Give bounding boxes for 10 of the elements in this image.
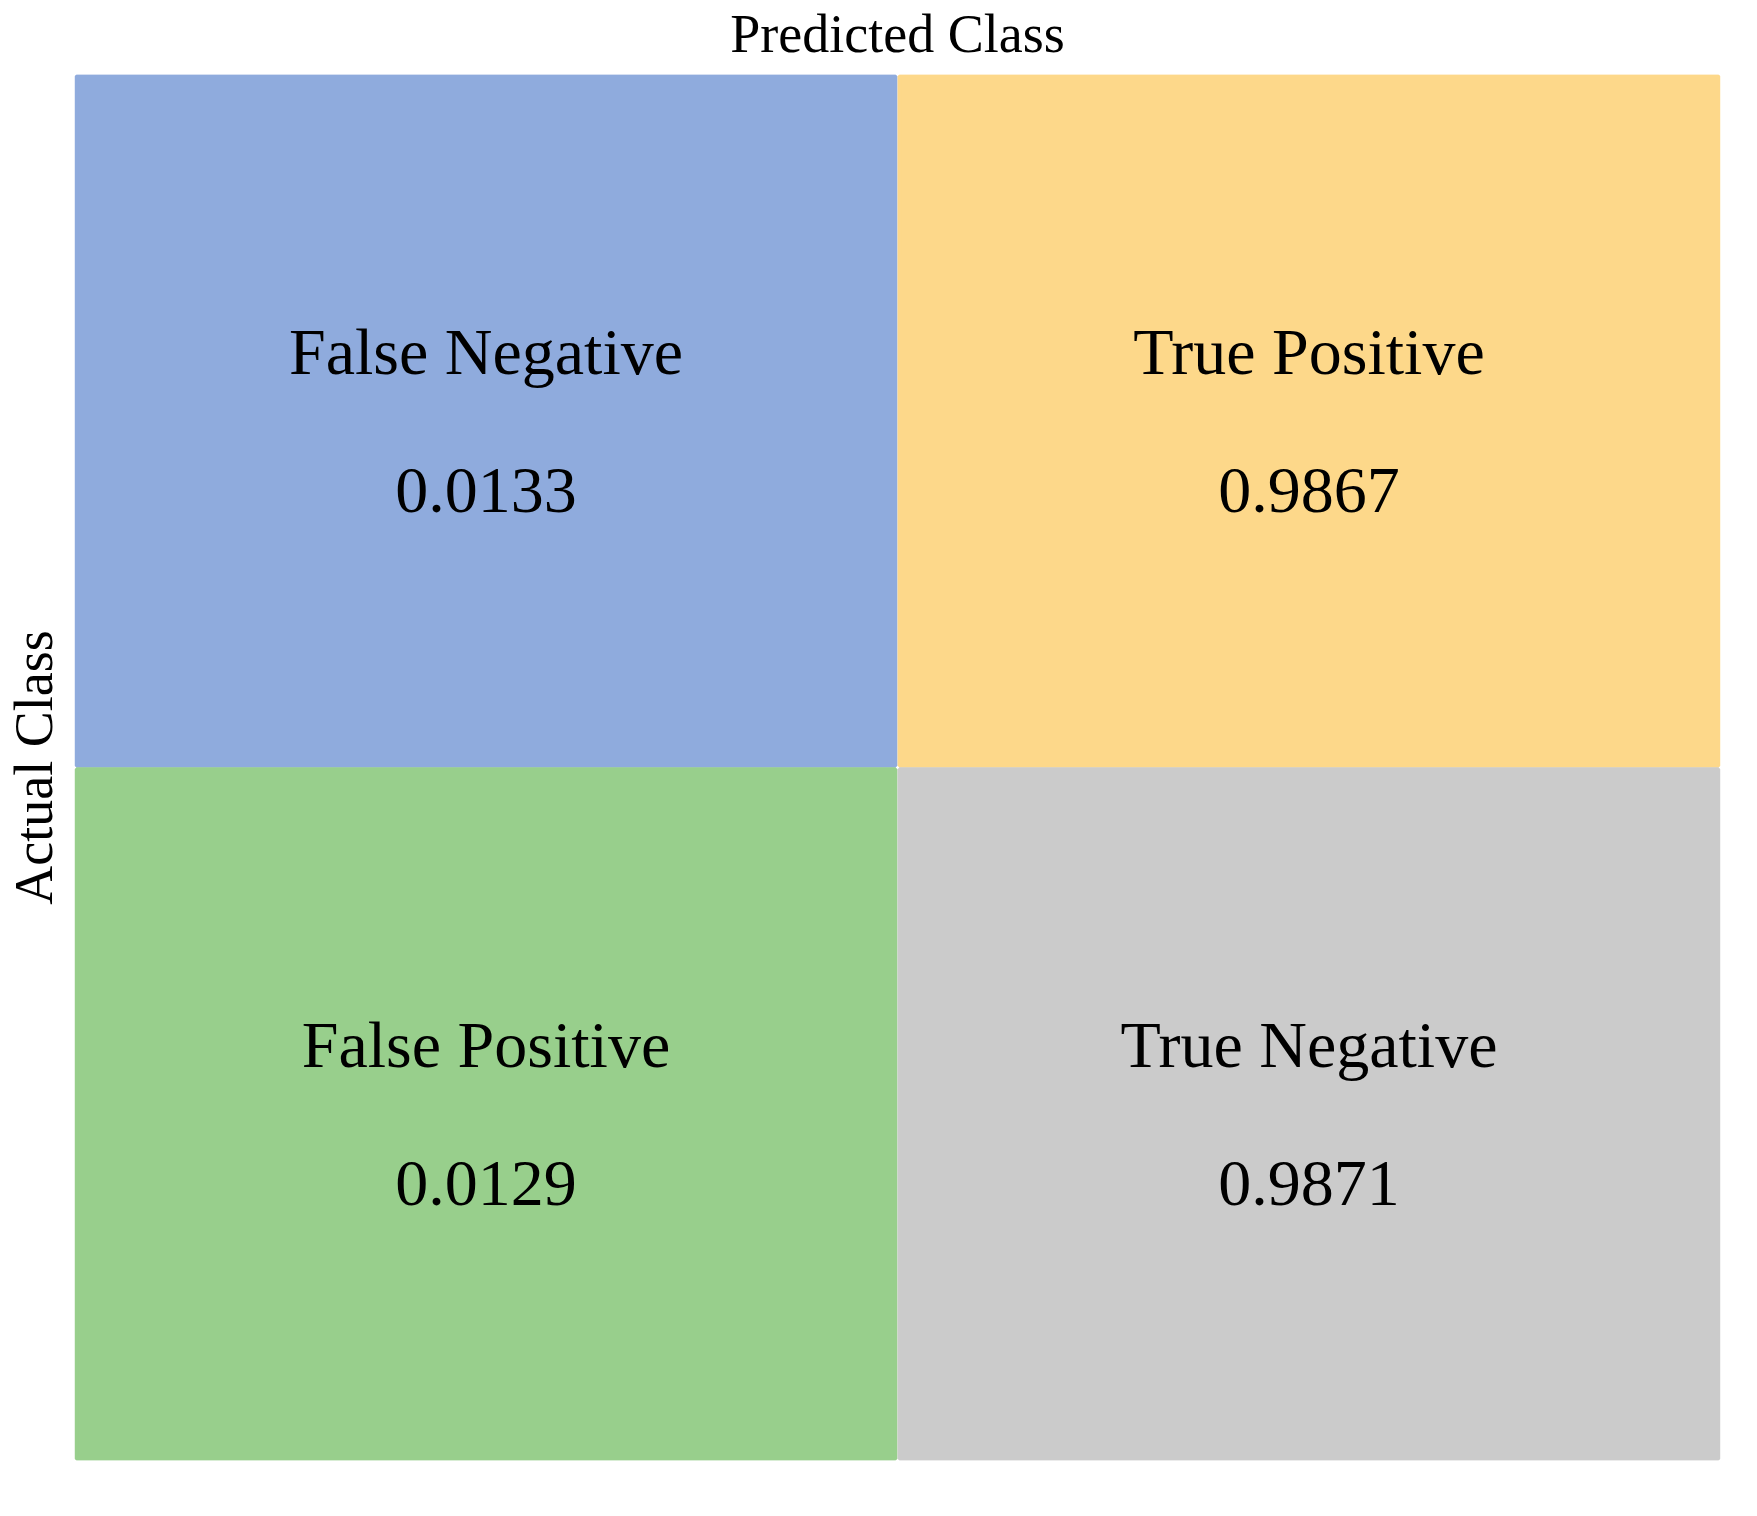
- data-label: 0.0133: [395, 452, 577, 526]
- y-axis-title: Actual Class: [3, 630, 64, 905]
- annotation: True Positive: [1133, 315, 1485, 389]
- data-label: 0.9867: [1218, 452, 1400, 526]
- annotation: False Negative: [288, 315, 684, 389]
- annotation: False Positive: [301, 1008, 671, 1082]
- data-label: 0.9871: [1218, 1145, 1400, 1219]
- annotation: True Negative: [1120, 1008, 1498, 1082]
- x-axis-title: Predicted Class: [730, 3, 1065, 64]
- data-label: 0.0129: [395, 1145, 577, 1219]
